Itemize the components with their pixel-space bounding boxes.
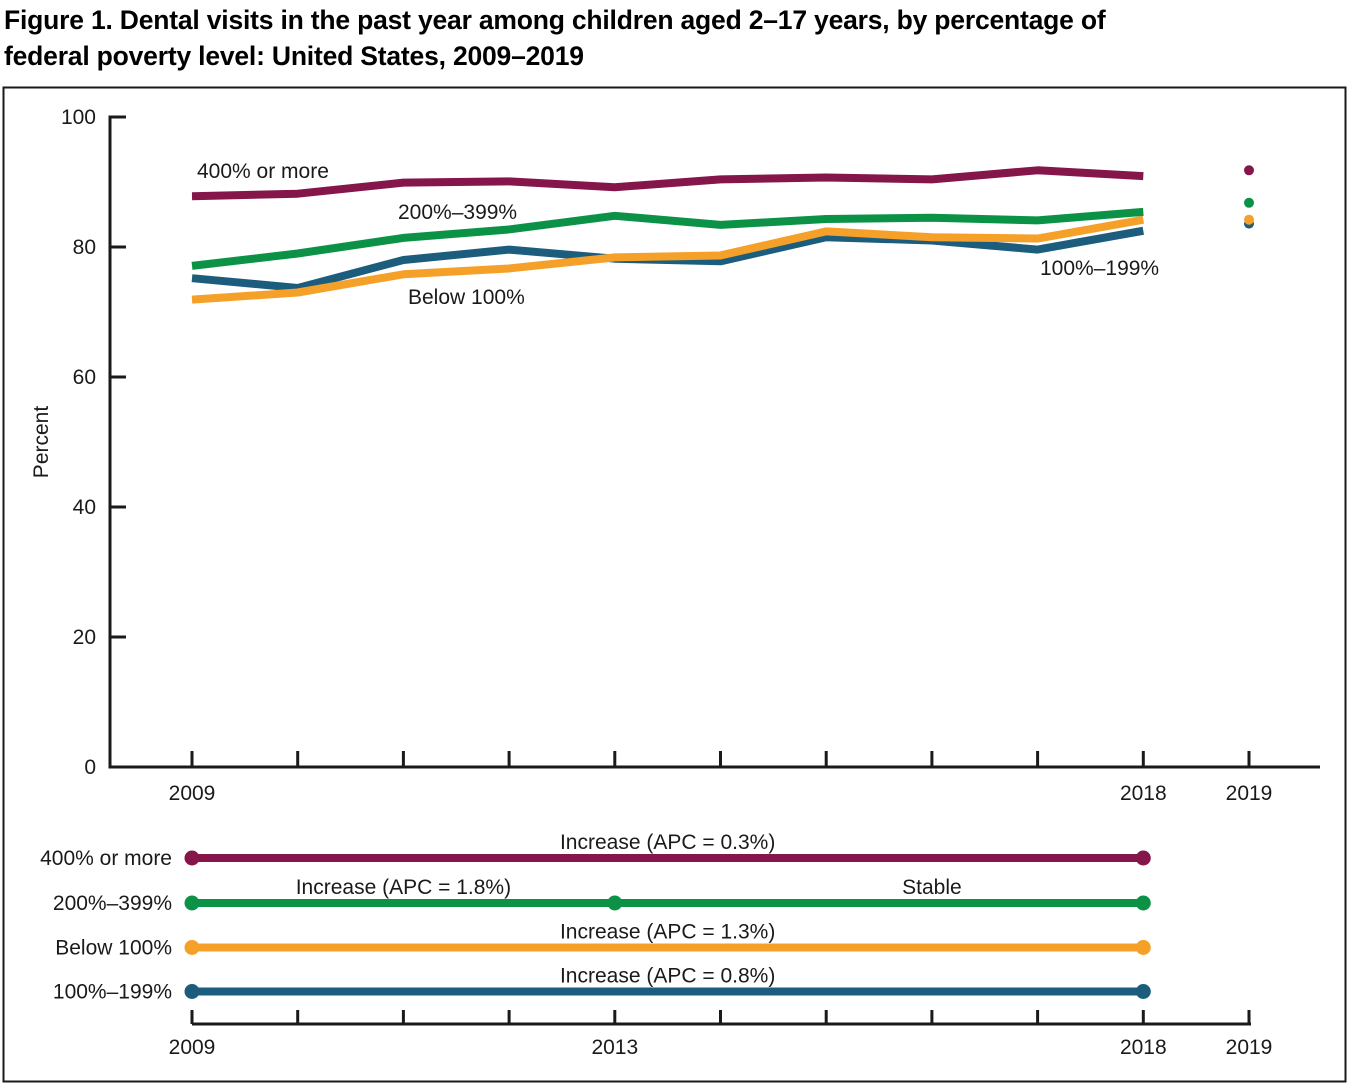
trend-annotation-maroon-0: Increase (APC = 0.3%) — [560, 831, 775, 854]
series-label-orange: Below 100% — [408, 286, 525, 309]
x-axis-label-2009: 2009 — [169, 782, 216, 805]
y-tick-label-80: 80 — [73, 236, 96, 259]
y-tick-label-100: 100 — [61, 106, 96, 129]
series-point-2019-maroon — [1244, 165, 1254, 176]
trend-marker-maroon-2018 — [1135, 850, 1151, 866]
figure-title: Figure 1. Dental visits in the past year… — [4, 2, 1334, 74]
series-point-2019-orange — [1244, 214, 1254, 225]
trend-marker-green-2009 — [184, 895, 200, 911]
trend-marker-green-2018 — [1135, 895, 1151, 911]
y-axis-title: Percent — [30, 406, 53, 479]
figure-border — [2, 86, 1347, 1083]
trend-row-label-green: 200%–399% — [53, 892, 172, 915]
series-label-green: 200%–399% — [398, 201, 517, 224]
series-point-2019-green — [1244, 197, 1254, 208]
trend-marker-green-2013 — [607, 895, 623, 911]
y-tick-label-20: 20 — [73, 626, 96, 649]
trend-marker-maroon-2009 — [184, 850, 200, 866]
y-tick-label-40: 40 — [73, 496, 96, 519]
trend-annotation-panel: 400% or more Increase (APC = 0.3%) 200%–39… — [40, 831, 1272, 1059]
series-line-green — [191, 207, 1144, 270]
series-label-blue: 100%–199% — [1040, 257, 1159, 280]
y-tick-label-0: 0 — [84, 756, 96, 779]
main-chart-series: 400% or more 200%–399% Below 100% 100%–199% — [191, 160, 1254, 309]
x-axis-label-2019: 2019 — [1226, 782, 1273, 805]
trend-row-label-orange: Below 100% — [55, 937, 172, 960]
trend-marker-blue-2018 — [1135, 984, 1151, 999]
trend-annotation-green-1: Stable — [902, 876, 962, 899]
trend-marker-blue-2009 — [184, 984, 200, 999]
main-chart-axes: 0 20 40 60 80 100 2009 2018 2019 — [61, 106, 1320, 805]
series-line-maroon — [191, 166, 1144, 201]
trend-marker-orange-2009 — [184, 940, 200, 955]
series-label-maroon: 400% or more — [197, 160, 329, 183]
trend-annotation-blue-0: Increase (APC = 0.8%) — [560, 965, 775, 988]
trend-axis-label-2018: 2018 — [1120, 1036, 1167, 1059]
trend-row-label-blue: 100%–199% — [53, 981, 172, 1004]
trend-axis-label-2013: 2013 — [591, 1036, 638, 1059]
figure-title-line1: Figure 1. Dental visits in the past year… — [4, 5, 1106, 35]
trend-axis-label-2009: 2009 — [169, 1036, 216, 1059]
x-axis-label-2018: 2018 — [1120, 782, 1167, 805]
figure-title-line2: federal poverty level: United States, 20… — [4, 41, 584, 71]
trend-annotation-orange-0: Increase (APC = 1.3%) — [560, 921, 775, 944]
trend-axis-label-2019: 2019 — [1226, 1036, 1273, 1059]
series-line-orange — [191, 215, 1145, 304]
trend-row-label-maroon: 400% or more — [40, 847, 172, 870]
y-tick-label-60: 60 — [73, 366, 96, 389]
trend-annotation-green-0: Increase (APC = 1.8%) — [296, 876, 511, 899]
trend-marker-orange-2018 — [1135, 940, 1151, 955]
